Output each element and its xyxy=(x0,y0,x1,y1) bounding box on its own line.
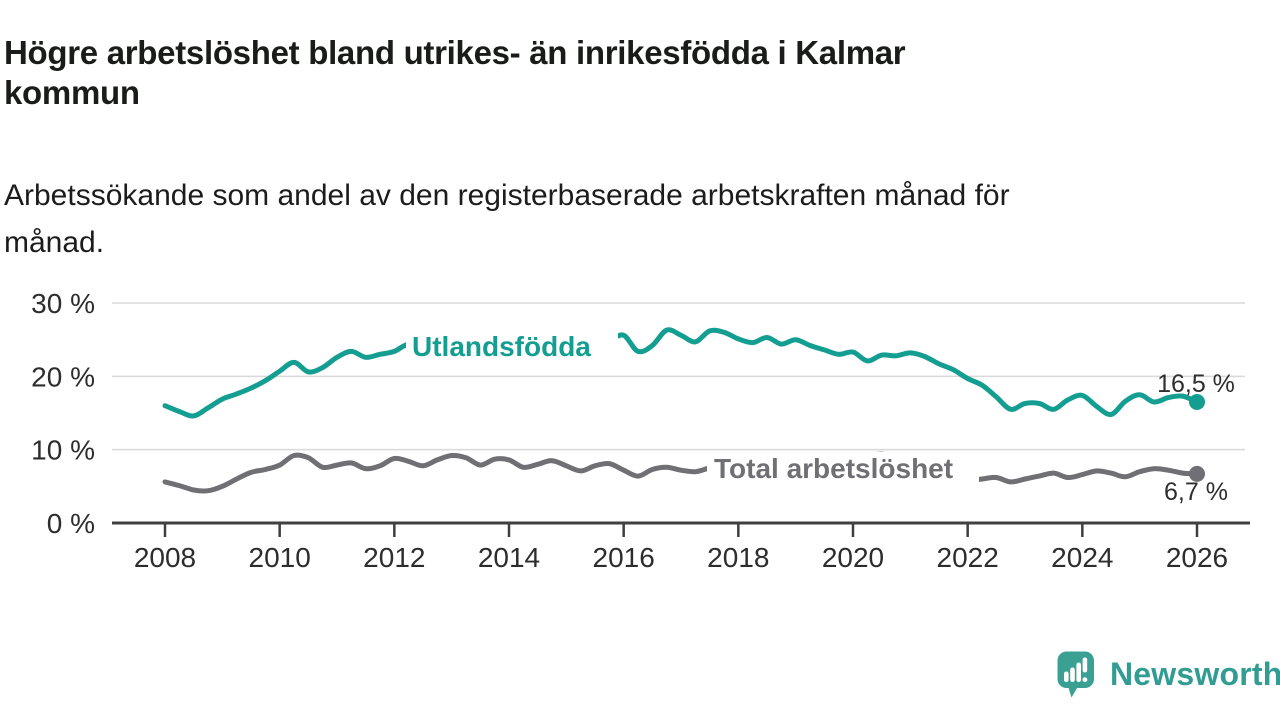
chart-title: Högre arbetslöshet bland utrikes- än inr… xyxy=(4,33,906,113)
end-value-label-utlandsfodda: 16,5 % xyxy=(1157,370,1235,398)
brand-wordmark: Newsworthy xyxy=(1110,656,1280,692)
y-axis-tick-labels: 0 % 10 % 20 % 30 % xyxy=(31,288,95,539)
y-tick-label-10: 10 % xyxy=(31,435,95,466)
series-line-total-arbetsloshet xyxy=(162,451,1200,494)
chart-subtitle: Arbetssökande som andel av den registerb… xyxy=(4,172,1010,266)
logo-bubble xyxy=(1057,651,1094,688)
series-label-halo-utlandsfodda xyxy=(406,331,618,364)
chart-title-line2: kommun xyxy=(4,74,140,111)
x-tick-label-2012: 2012 xyxy=(363,542,425,573)
series-label-total-arbetsloshet: Total arbetslöshet xyxy=(714,453,953,484)
x-tick-label-2024: 2024 xyxy=(1051,542,1113,573)
chart-subtitle-line2: månad. xyxy=(4,226,105,259)
x-tick-label-2018: 2018 xyxy=(707,542,769,573)
end-value-label-total-arbetsloshet: 6,7 % xyxy=(1164,478,1228,506)
series-line-utlandsfodda xyxy=(162,327,1200,419)
series-label-utlandsfodda: Utlandsfödda xyxy=(412,331,591,362)
logo-bar-2 xyxy=(1070,667,1075,682)
x-axis-tick-labels: 2008 2010 2012 2014 2016 2018 2020 2022 2024 2026 xyxy=(134,542,1228,573)
x-tick-label-2014: 2014 xyxy=(478,542,540,573)
logo-bar-3 xyxy=(1076,662,1081,682)
logo-exclamation-bar xyxy=(1082,657,1088,673)
x-tick-label-2016: 2016 xyxy=(593,542,655,573)
y-gridlines xyxy=(112,302,1245,451)
x-tick-label-2026: 2026 xyxy=(1166,542,1228,573)
x-tick-label-2010: 2010 xyxy=(249,542,311,573)
series-end-dot-utlandsfodda xyxy=(1188,394,1205,411)
chart-title-line1: Högre arbetslöshet bland utrikes- än inr… xyxy=(4,34,906,71)
series-label-halo-total xyxy=(707,452,979,485)
series-end-dot-total-arbetsloshet xyxy=(1188,465,1205,482)
y-tick-label-30: 30 % xyxy=(31,288,95,319)
y-tick-label-0: 0 % xyxy=(47,508,95,539)
chart-subtitle-line1: Arbetssökande som andel av den registerb… xyxy=(4,179,1010,212)
newsworthy-logo-icon xyxy=(1057,651,1094,698)
x-tick-label-2020: 2020 xyxy=(822,542,884,573)
x-tick-label-2008: 2008 xyxy=(134,542,196,573)
logo-exclamation-dot xyxy=(1082,677,1088,683)
x-axis-ticks xyxy=(163,524,1199,537)
y-tick-label-20: 20 % xyxy=(31,361,95,392)
x-tick-label-2022: 2022 xyxy=(937,542,999,573)
logo-bar-1 xyxy=(1064,671,1069,682)
